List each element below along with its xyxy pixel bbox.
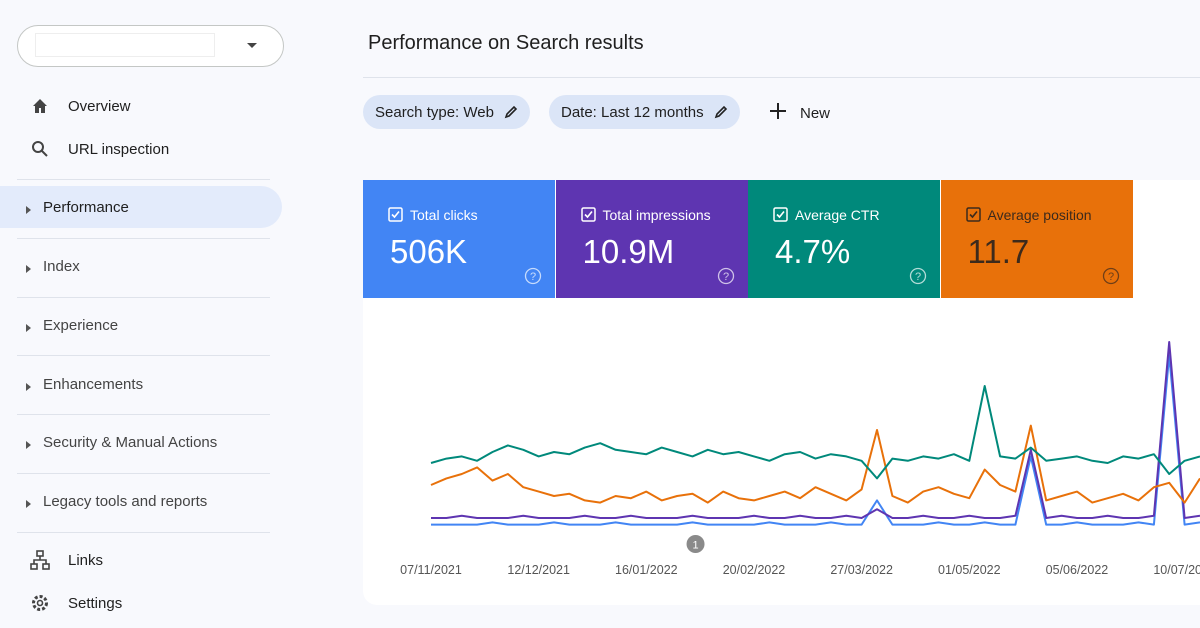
- metric-label: Total impressions: [602, 207, 711, 223]
- nav-label: Legacy tools and reports: [43, 492, 208, 510]
- svg-text:?: ?: [915, 271, 921, 283]
- nav-label: URL inspection: [68, 140, 170, 158]
- nav-item[interactable]: Legacy tools and reports: [0, 480, 282, 522]
- nav-item[interactable]: Index: [0, 245, 282, 287]
- nav-item[interactable]: Settings: [0, 582, 282, 624]
- chip-label: Date: Last 12 months: [561, 103, 704, 121]
- icon: [25, 202, 33, 219]
- chip-label: Search type: Web: [375, 103, 494, 121]
- icon: [25, 437, 33, 454]
- icon: [25, 320, 33, 337]
- icon: ?: [524, 267, 542, 290]
- plus-icon: [768, 101, 788, 125]
- nav-label: Experience: [43, 316, 119, 334]
- metric-value: 11.7: [967, 233, 1030, 270]
- series-line: [430, 424, 1200, 504]
- x-tick-label: 20/02/2022: [723, 563, 786, 577]
- metric-value: 10.9M: [582, 233, 675, 270]
- metric-value: 506K: [390, 233, 468, 270]
- svg-text:?: ?: [530, 271, 536, 283]
- divider: [17, 238, 270, 239]
- nav-item[interactable]: Enhancements: [0, 363, 282, 405]
- nav-item[interactable]: URL inspection: [0, 128, 282, 170]
- nav-label: Security & Manual Actions: [43, 433, 218, 451]
- metric-card[interactable]: Total impressions 10.9M?: [555, 180, 748, 298]
- x-tick-label: 07/11/2021: [400, 563, 462, 577]
- nav-label: Settings: [68, 594, 123, 612]
- icon: ?: [909, 267, 927, 290]
- metric-label: Average CTR: [795, 207, 880, 223]
- icon: [965, 207, 982, 228]
- nav-label: Enhancements: [43, 375, 144, 393]
- series-line: [431, 354, 1200, 526]
- edit-icon: [504, 105, 518, 119]
- metric-label: Total clicks: [410, 207, 478, 223]
- edit-icon: [714, 105, 728, 119]
- annotation-marker: [686, 535, 705, 553]
- nav-item[interactable]: Performance: [0, 186, 282, 228]
- metric-card[interactable]: Average CTR 4.7%?: [748, 180, 940, 298]
- filter-chip[interactable]: Date: Last 12 months: [549, 95, 740, 129]
- nav-label: Index: [43, 257, 80, 275]
- divider: [17, 532, 270, 533]
- svg-text:?: ?: [1107, 271, 1113, 283]
- x-tick-label: 01/05/2022: [938, 563, 1001, 577]
- x-tick-label: 12/12/2021: [507, 563, 570, 577]
- x-tick-label: 16/01/2022: [615, 563, 678, 577]
- new-filter-button[interactable]: New: [768, 101, 830, 125]
- icon: [30, 550, 50, 574]
- series-line: [431, 341, 1200, 519]
- nav-item[interactable]: Experience: [0, 304, 282, 346]
- redacted-property: [36, 34, 214, 56]
- icon: [25, 496, 33, 513]
- x-tick-label: 05/06/2022: [1046, 563, 1109, 577]
- divider: [17, 355, 270, 356]
- property-selector[interactable]: [17, 25, 284, 67]
- divider: [17, 179, 270, 180]
- filter-chip[interactable]: Search type: Web: [363, 95, 530, 129]
- icon: [30, 139, 50, 163]
- divider: [17, 297, 270, 298]
- icon: [388, 207, 404, 228]
- divider: [17, 473, 270, 474]
- metric-card[interactable]: Average position 11.7?: [940, 180, 1133, 298]
- x-tick-label: 27/03/2022: [830, 563, 893, 577]
- nav-item[interactable]: Security & Manual Actions: [0, 421, 282, 463]
- metric-value: 4.7%: [775, 233, 851, 270]
- page-title: Performance on Search results: [368, 32, 644, 54]
- divider: [17, 414, 270, 415]
- x-tick-label: 10/07/2022: [1153, 563, 1200, 577]
- icon: ?: [1102, 267, 1120, 290]
- new-label: New: [800, 104, 831, 122]
- annotation-label: 1: [692, 540, 698, 552]
- nav-item[interactable]: Links: [0, 539, 282, 581]
- nav-label: Overview: [68, 97, 131, 115]
- metric-label: Average position: [987, 207, 1092, 223]
- icon: ?: [717, 267, 735, 290]
- icon: [25, 261, 33, 278]
- icon: [30, 593, 50, 617]
- metric-card[interactable]: Total clicks 506K?: [363, 180, 555, 298]
- chart: 07/11/2021 12/12/2021 16/01/2022 20/02/2022…: [400, 341, 1200, 577]
- nav-label: Performance: [43, 198, 129, 216]
- icon: [25, 379, 33, 396]
- nav-label: Links: [68, 551, 104, 569]
- icon: [580, 207, 597, 228]
- series-line: [430, 385, 1200, 480]
- svg-text:?: ?: [722, 271, 728, 283]
- nav-item[interactable]: Overview: [0, 85, 282, 127]
- icon: [773, 207, 789, 228]
- divider: [363, 77, 1200, 78]
- dropdown-arrow: [247, 43, 257, 48]
- icon: [30, 96, 50, 120]
